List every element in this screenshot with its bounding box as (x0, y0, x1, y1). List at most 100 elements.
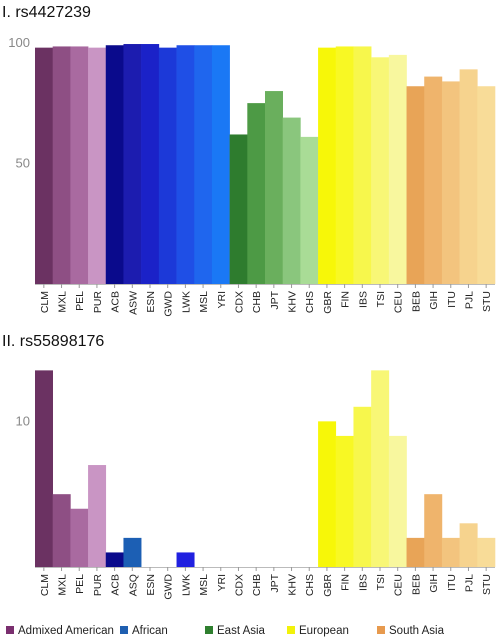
x-tick-label: GBR (322, 574, 334, 597)
x-tick-label: ACB (110, 291, 122, 313)
x-tick-label: PUR (92, 574, 104, 597)
bar-msl (194, 45, 213, 285)
x-tick-label: CEU (393, 291, 405, 313)
x-tick-label: GIH (428, 291, 440, 310)
bar-gbr (318, 421, 337, 567)
chart-1-plot: 50 100 CLM MXL PEL PUR ACB ASW ESN GWD LWK MSL YRI CD… (8, 35, 496, 317)
x-tick-label: IBS (357, 574, 369, 591)
bar-tsi (371, 57, 390, 285)
bar-clm (35, 370, 53, 567)
x-tick-label: STU (481, 291, 493, 312)
legend-label: South Asia (389, 625, 445, 637)
bar-yri (211, 45, 230, 285)
x-tick-label: PJL (463, 291, 475, 309)
bar-tsi (371, 370, 390, 567)
legend-swatch (205, 626, 213, 634)
legend-label: European (299, 625, 349, 637)
x-tick-label: FIN (340, 574, 352, 591)
x-tick-label: KHV (287, 291, 299, 313)
bar-fin (335, 435, 354, 567)
chart-1-title: I. rs4427239 (2, 4, 91, 21)
chart-2-plot: 10 CLM MXL PEL PUR ACB ASQ ESN GWD LWK MSL YRI CDX CH… (16, 370, 496, 600)
bar-chs (300, 136, 319, 284)
x-tick-label: KHV (287, 574, 299, 596)
bar-itu (441, 81, 460, 284)
x-tick-label: YRI (216, 574, 228, 592)
bar-itu (441, 537, 460, 567)
bar-lwk (176, 552, 195, 567)
x-tick-label: ASW (127, 291, 139, 315)
x-tick-label: STU (481, 574, 493, 595)
bar-beb (406, 86, 425, 284)
bar-mxl (52, 46, 71, 284)
x-tick-label: BEB (410, 291, 422, 312)
x-tick-label: PUR (92, 291, 104, 314)
x-tick-label: ITU (446, 291, 458, 308)
x-tick-label: MSL (198, 291, 210, 313)
x-tick-label: PEL (74, 291, 86, 311)
x-tick-label: ACB (110, 574, 122, 596)
x-tick-label: CDX (233, 291, 245, 313)
x-tick-label: TSI (375, 574, 387, 590)
x-tick-label: CEU (393, 574, 405, 596)
x-tick-label: CHB (251, 574, 263, 596)
bar-cdx (229, 134, 248, 284)
bar-stu (477, 86, 496, 284)
bar-stu (477, 537, 496, 567)
x-tick-label: CDX (233, 574, 245, 596)
bar-jpt (265, 91, 283, 284)
y-tick-label: 50 (16, 155, 30, 170)
bar-esn (141, 44, 160, 284)
x-tick-label: LWK (180, 291, 192, 313)
legend-swatch (377, 626, 385, 634)
y-tick-label: 10 (16, 413, 30, 428)
x-tick-label: JPT (269, 290, 281, 309)
x-tick-label: JPT (269, 573, 281, 592)
x-tick-label: ITU (446, 574, 458, 591)
bar-ceu (388, 435, 407, 567)
x-tick-label: CLM (39, 291, 51, 313)
x-tick-label: IBS (357, 291, 369, 308)
x-tick-label: MSL (198, 574, 210, 596)
bar-chb (247, 103, 266, 284)
bar-pjl (459, 523, 478, 567)
bar-gih (424, 76, 443, 285)
bar-khv (282, 117, 301, 285)
bar-gwd (158, 47, 177, 284)
bar-ibs (353, 406, 372, 567)
population-legend: Admixed American African East Asia European… (6, 625, 445, 637)
x-tick-label: FIN (340, 291, 352, 308)
x-tick-label: GBR (322, 291, 334, 314)
legend-label: East Asia (217, 625, 266, 637)
bar-pel (70, 508, 89, 567)
x-tick-label: CHB (251, 291, 263, 313)
bar-mxl (52, 494, 71, 567)
bar-asq (123, 537, 142, 567)
x-tick-label: ESN (145, 574, 157, 596)
chart-2-title: II. rs55898176 (2, 333, 104, 350)
x-tick-label: CHS (304, 574, 316, 596)
x-tick-label: BEB (410, 574, 422, 595)
x-tick-label: TSI (375, 291, 387, 307)
y-tick-label: 100 (8, 35, 30, 50)
bar-pur (88, 465, 107, 567)
legend-swatch (6, 626, 14, 634)
x-tick-label: ASQ (127, 574, 139, 596)
x-tick-label: CHS (304, 291, 316, 313)
x-tick-label: CLM (39, 574, 51, 596)
legend-swatch (120, 626, 128, 634)
x-tick-label: MXL (57, 574, 69, 596)
bar-acb (105, 45, 124, 285)
x-tick-label: MXL (57, 291, 69, 313)
bar-pel (70, 46, 89, 284)
bar-gih (424, 494, 443, 567)
bar-ibs (353, 46, 372, 284)
bar-lwk (176, 45, 195, 285)
bar-fin (335, 46, 354, 284)
x-tick-label: GWD (163, 291, 175, 317)
x-tick-label: PJL (463, 574, 475, 592)
bar-acb (105, 552, 124, 567)
legend-label: African (132, 625, 168, 637)
bar-ceu (388, 54, 407, 284)
